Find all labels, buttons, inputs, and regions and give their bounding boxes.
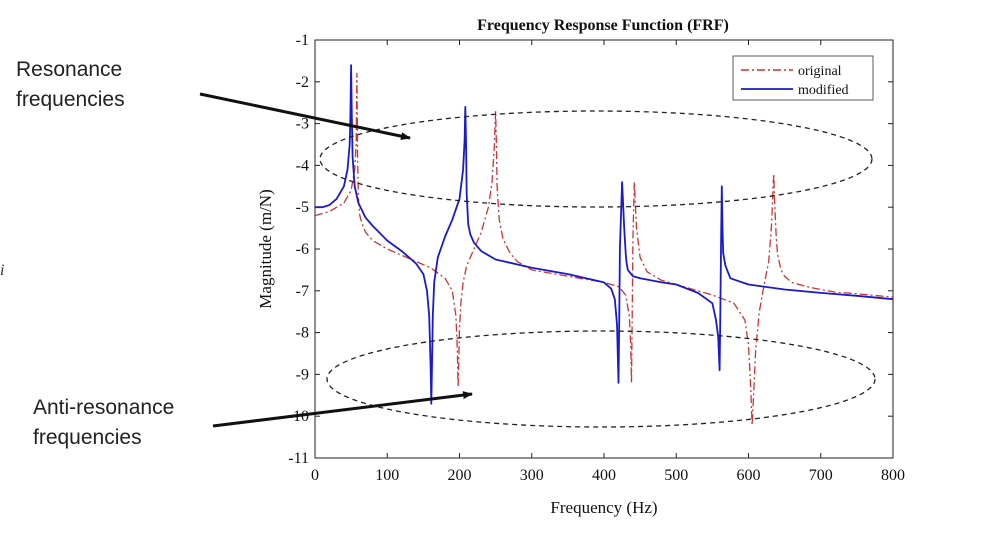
resonance-label-line1: Resonance	[16, 58, 123, 81]
series-lines	[314, 64, 894, 426]
legend-box	[732, 55, 874, 101]
y-axis-ticks: -1-2-3-4-5-6-7-8-9-10-11	[288, 32, 893, 467]
y-axis-label: Magnitude (m/N)	[256, 189, 275, 308]
x-tick-label: 700	[809, 467, 833, 484]
y-tick-label: -3	[296, 116, 309, 133]
y-tick-label: -9	[296, 366, 309, 383]
resonance-label: Resonance frequencies	[16, 55, 125, 115]
y-tick-label: -7	[296, 283, 309, 300]
x-tick-label: 200	[448, 467, 472, 484]
plot-area-frame	[314, 39, 894, 459]
x-tick-label: 400	[592, 467, 616, 484]
x-tick-label: 600	[737, 467, 761, 484]
x-tick-label: 300	[520, 467, 544, 484]
y-tick-label: -5	[296, 199, 309, 216]
legend-label-modified: modified	[798, 83, 849, 98]
series-line-modified	[315, 64, 894, 405]
antiresonance-label: Anti-resonance frequencies	[33, 393, 174, 453]
series-line-original	[314, 72, 894, 426]
chart-title: Frequency Response Function (FRF)	[477, 17, 729, 34]
y-tick-label: -6	[296, 241, 309, 258]
antiresonance-arrow	[212, 391, 473, 428]
y-tick-label: -8	[296, 325, 309, 342]
legend: original modified	[732, 55, 874, 101]
y-tick-label: -11	[288, 450, 309, 467]
stray-glyph: i	[0, 262, 5, 279]
x-axis-ticks: 0 100 200 300 400 500 600 700 800	[311, 40, 905, 484]
y-tick-label: -1	[296, 32, 309, 49]
antiresonance-ellipse	[326, 330, 876, 428]
x-axis-label: Frequency (Hz)	[550, 498, 657, 517]
resonance-label-line2: frequencies	[16, 88, 125, 111]
resonance-ellipse	[319, 110, 873, 208]
x-tick-label: 100	[375, 467, 399, 484]
y-tick-label: -4	[296, 157, 309, 174]
x-tick-label: 500	[664, 467, 688, 484]
legend-label-original: original	[798, 64, 842, 79]
y-tick-label: -2	[296, 74, 309, 91]
antiresonance-label-line2: frequencies	[33, 426, 142, 449]
x-tick-label: 0	[311, 467, 319, 484]
antiresonance-label-line1: Anti-resonance	[33, 396, 175, 419]
x-tick-label: 800	[881, 467, 905, 484]
resonance-arrow	[199, 92, 411, 141]
